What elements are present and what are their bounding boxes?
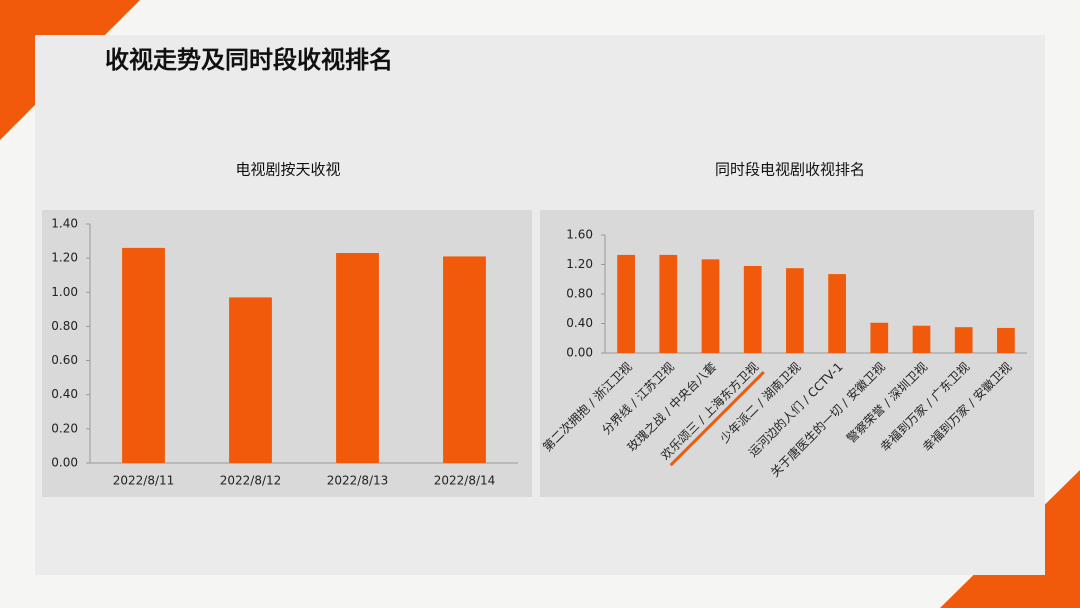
bar — [743, 265, 762, 353]
bar — [954, 327, 973, 353]
bar — [912, 325, 931, 353]
y-tick-label: 0.40 — [51, 387, 78, 401]
chart-title: 同时段电视剧收视排名 — [715, 161, 865, 179]
x-tick-label: 2022/8/14 — [434, 474, 496, 488]
y-tick-label: 1.20 — [566, 257, 593, 271]
bar — [828, 274, 846, 353]
bar — [870, 322, 889, 353]
chart-title: 电视剧按天收视 — [235, 161, 340, 179]
bar — [659, 254, 678, 353]
bar — [786, 268, 804, 353]
bar — [229, 297, 272, 463]
y-tick-label: 0.00 — [51, 456, 78, 470]
bar — [443, 256, 486, 463]
y-tick-label: 0.80 — [566, 287, 593, 301]
y-tick-label: 1.00 — [51, 285, 78, 299]
y-tick-label: 1.60 — [566, 228, 593, 242]
slide-title: 收视走势及同时段收视排名 — [105, 46, 393, 74]
y-tick-label: 0.40 — [566, 316, 593, 330]
bar — [122, 247, 165, 463]
bar — [701, 259, 720, 353]
x-tick-label: 2022/8/12 — [220, 474, 282, 488]
y-tick-label: 0.80 — [51, 319, 78, 333]
bar — [336, 253, 379, 463]
x-tick-label: 2022/8/11 — [113, 474, 175, 488]
y-tick-label: 1.40 — [51, 217, 78, 231]
bar — [997, 327, 1015, 353]
bar — [617, 254, 635, 353]
highlight-underline — [669, 371, 765, 467]
y-tick-label: 0.60 — [51, 353, 78, 367]
y-tick-label: 0.00 — [566, 346, 593, 360]
y-tick-label: 0.20 — [51, 421, 78, 435]
x-tick-label: 2022/8/13 — [327, 474, 389, 488]
y-tick-label: 1.20 — [51, 251, 78, 265]
